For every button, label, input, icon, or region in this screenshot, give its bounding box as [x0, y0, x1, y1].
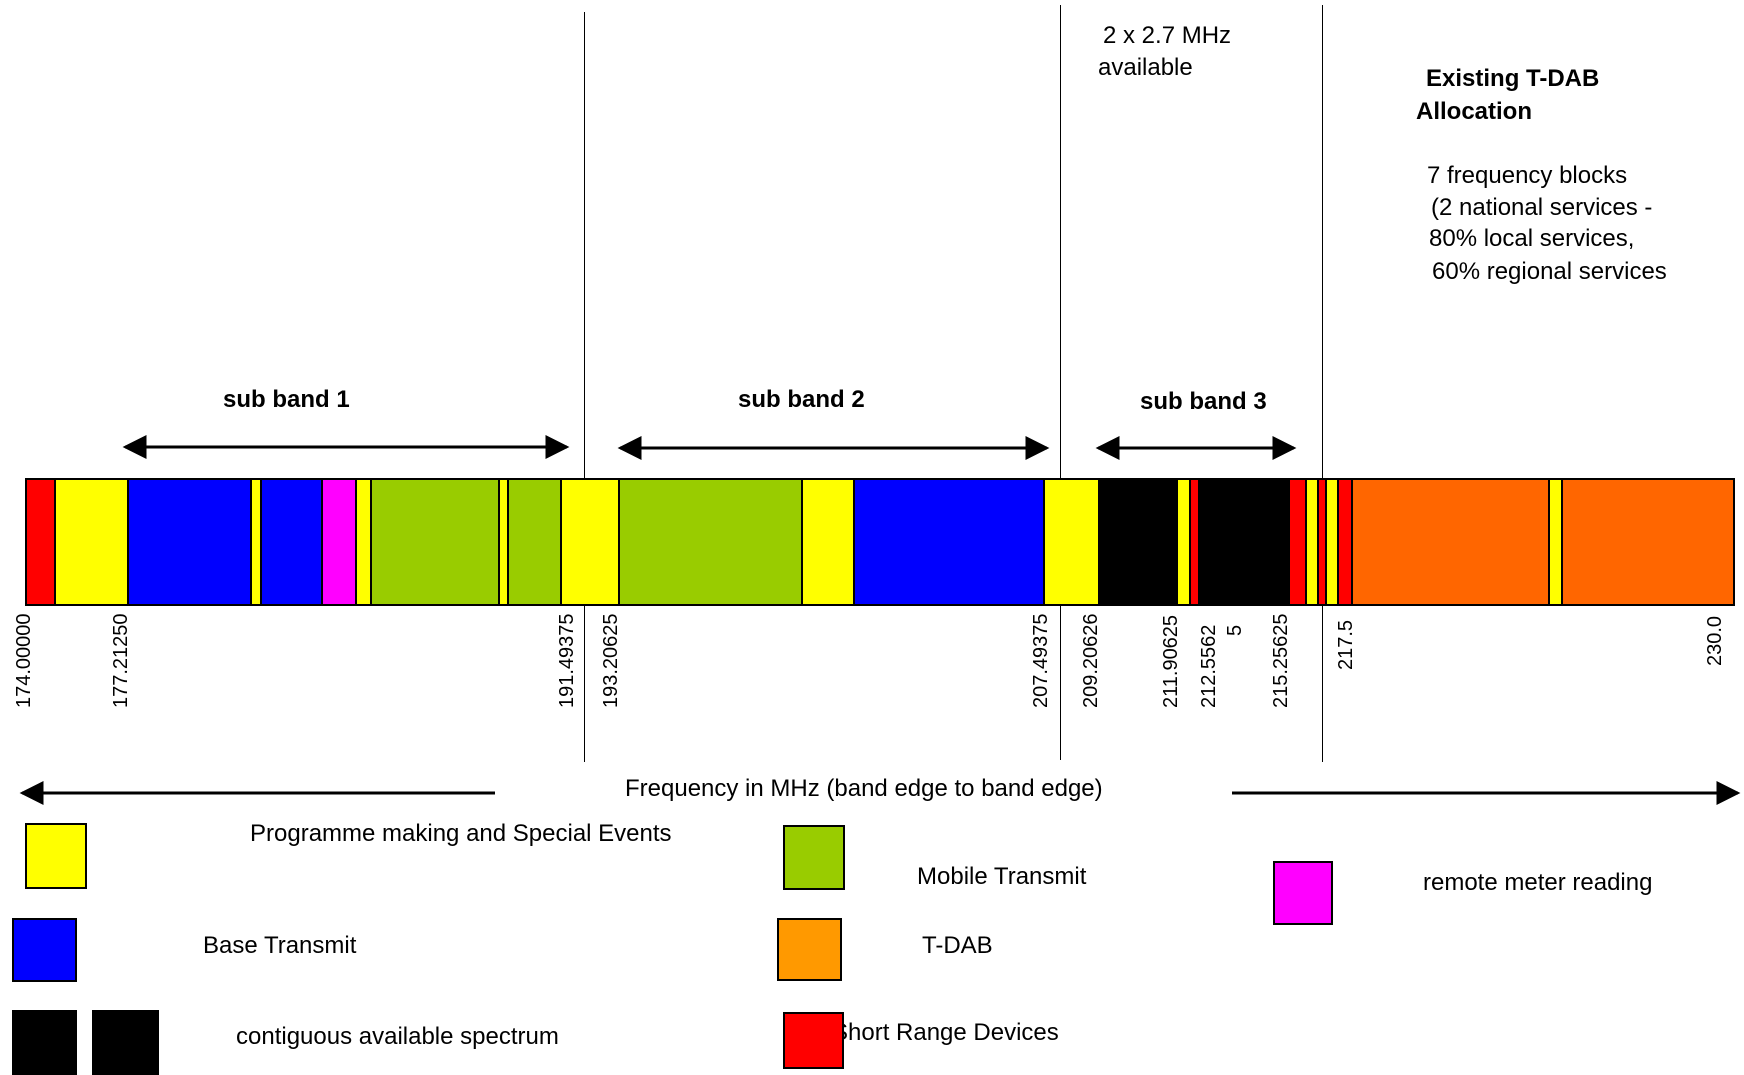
spectrum-segment-mobile-tx — [507, 478, 562, 606]
tick-label: 217.5 — [1335, 619, 1357, 670]
availability-note-line2: available — [1098, 54, 1193, 81]
tdab-note-line4: 60% regional services — [1432, 258, 1667, 285]
divider-line-3 — [1322, 5, 1323, 762]
tick-label: 5 — [1224, 624, 1246, 636]
tdab-heading-line1: Existing T-DAB — [1426, 65, 1600, 92]
legend-swatch-contiguous-1 — [12, 1010, 77, 1075]
legend-label-base-transmit: Base Transmit — [203, 932, 357, 959]
tick-label: 211.90625 — [1160, 614, 1182, 708]
tick-label: 193.20625 — [600, 613, 622, 708]
availability-note-line1: 2 x 2.7 MHz — [1103, 22, 1232, 49]
tick-label: 209.20626 — [1080, 613, 1102, 708]
tdab-note-line3: 80% local services, — [1429, 225, 1635, 252]
sub-band-1-label: sub band 1 — [223, 386, 350, 413]
legend-label-tdab: T-DAB — [922, 932, 993, 959]
tdab-note-line1: 7 frequency blocks — [1427, 162, 1628, 189]
tick-label: 174.00000 — [13, 613, 35, 708]
spectrum-segment-base-tx — [127, 478, 252, 606]
spectrum-segment-pmse — [1043, 478, 1100, 606]
tick-label: 215.25625 — [1270, 613, 1292, 708]
tick-label: 230.0 — [1704, 615, 1726, 666]
legend-label-pmse: Programme making and Special Events — [250, 820, 672, 847]
spectrum-segment-tdab-bar — [1351, 478, 1550, 606]
spectrum-segment-pmse — [54, 478, 129, 606]
legend-swatch-pmse — [25, 823, 87, 889]
legend-swatch-base-transmit — [12, 918, 77, 982]
spectrum-segment-srd — [25, 478, 56, 606]
sub-band-2-label: sub band 2 — [738, 386, 865, 413]
tick-label: 177.21250 — [110, 613, 132, 708]
spectrum-segment-mobile-tx — [370, 478, 500, 606]
spectrum-segment-pmse — [801, 478, 855, 606]
legend-swatch-mobile-transmit — [783, 825, 845, 890]
legend-label-srd: Short Range Devices — [832, 1019, 1059, 1046]
legend-label-remote-meter-reading: remote meter reading — [1423, 869, 1653, 896]
sub-band-3-label: sub band 3 — [1140, 388, 1267, 415]
tick-label: 191.49375 — [556, 613, 578, 708]
spectrum-segment-contiguous — [1198, 478, 1289, 606]
tdab-heading-line2: Allocation — [1416, 98, 1533, 125]
legend-swatch-tdab — [777, 918, 842, 981]
spectrum-segment-base-tx — [853, 478, 1045, 606]
divider-line-1 — [584, 12, 585, 762]
spectrum-segment-tdab-bar — [1561, 478, 1735, 606]
spectrum-segment-mobile-tx — [618, 478, 803, 606]
tick-label: 212.5562 — [1198, 624, 1220, 708]
frequency-axis-label: Frequency in MHz (band edge to band edge… — [625, 775, 1103, 802]
spectrum-segment-base-tx — [260, 478, 323, 606]
legend-swatch-srd — [783, 1012, 844, 1069]
legend-swatch-remote-meter-reading — [1273, 861, 1333, 925]
divider-line-2 — [1060, 5, 1061, 760]
legend-swatch-contiguous-2 — [92, 1010, 159, 1075]
spectrum-segment-contiguous — [1098, 478, 1178, 606]
spectrum-segment-meter — [321, 478, 357, 606]
legend-label-mobile-transmit: Mobile Transmit — [917, 863, 1087, 890]
spectrum-segment-pmse — [560, 478, 620, 606]
legend-label-contiguous: contiguous available spectrum — [236, 1023, 559, 1050]
tick-label: 207.49375 — [1030, 613, 1052, 708]
tdab-note-line2: (2 national services - — [1431, 194, 1653, 221]
